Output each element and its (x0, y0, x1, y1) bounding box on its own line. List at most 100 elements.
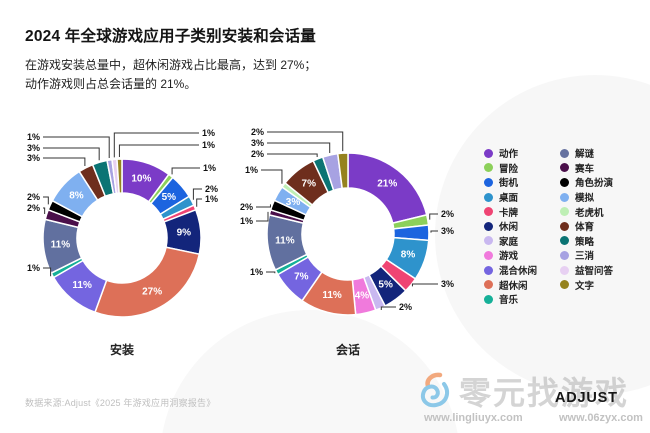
legend-swatch (560, 265, 569, 275)
legend-item: 益智问答 (560, 263, 613, 278)
callout-line (266, 271, 276, 274)
legend-item: 体育 (560, 219, 613, 234)
legend-label: 三消 (575, 251, 595, 263)
slice-value-label: 8% (401, 249, 416, 260)
legend-swatch (484, 294, 493, 304)
slice-installs-超休闲 (94, 246, 201, 318)
legend-label: 老虎机 (575, 207, 604, 219)
callout-line (267, 153, 318, 157)
slice-value-label: 21% (377, 179, 397, 190)
legend-item: 卡牌 (484, 204, 537, 219)
legend-column-1: 动作 冒险 街机 桌面 卡牌 休闲 家庭 游戏 混合休闲 超休闲 音乐 (484, 146, 537, 307)
legend-swatch (560, 163, 569, 173)
slice-value-label: 27% (142, 287, 162, 298)
callout-line (43, 196, 49, 205)
background-circle-decoration (435, 75, 650, 395)
donut-sessions (266, 152, 430, 316)
legend-swatch (560, 280, 569, 290)
legend-swatch (484, 207, 493, 217)
slice-value-label: 1% (250, 267, 263, 277)
donut-installs (42, 158, 202, 318)
callout-line (171, 167, 200, 175)
slice-value-label: 3% (441, 226, 454, 236)
legend-swatch (484, 148, 493, 158)
callout-line (380, 306, 396, 311)
slice-value-label: 2% (27, 192, 40, 202)
legend-swatch (484, 221, 493, 231)
slice-value-label: 1% (202, 128, 215, 138)
legend-swatch (560, 177, 569, 187)
legend-swatch (560, 236, 569, 246)
callout-line (256, 211, 269, 222)
slice-value-label: 8% (69, 190, 84, 201)
legend-label: 策略 (575, 236, 595, 248)
callout-line (43, 207, 46, 214)
legend-item: 冒险 (484, 161, 537, 176)
legend-item: 赛车 (560, 161, 613, 176)
slice-value-label: 1% (245, 165, 258, 175)
slice-sessions-文字 (336, 152, 349, 190)
brand-url-right: www.06zyx.com (559, 412, 643, 424)
legend-item: 模拟 (560, 190, 613, 205)
callout-line (261, 169, 283, 184)
legend-label: 解谜 (575, 149, 595, 161)
slice-value-label: 3% (27, 153, 40, 163)
slice-value-label: 5% (378, 280, 393, 291)
legend-swatch (484, 163, 493, 173)
slice-value-label: 9% (177, 228, 192, 239)
callout-line (113, 132, 199, 158)
legend-item: 街机 (484, 175, 537, 190)
legend-label: 模拟 (575, 193, 595, 205)
callout-line (118, 144, 199, 158)
legend-item: 角色扮演 (560, 175, 613, 190)
legend-label: 游戏 (499, 251, 519, 263)
slice-value-label: 2% (399, 302, 412, 312)
adjust-logo: ADJUST (555, 390, 618, 406)
legend-item: 桌面 (484, 190, 537, 205)
callout-line (43, 157, 86, 167)
slice-value-label: 3% (27, 143, 40, 153)
slice-value-label: 2% (240, 202, 253, 212)
slice-value-label: 2% (205, 184, 218, 194)
legend-swatch (484, 280, 493, 290)
legend-label: 冒险 (499, 163, 519, 175)
legend-label: 角色扮演 (575, 178, 614, 190)
legend-label: 动作 (499, 149, 519, 161)
legend-swatch (560, 250, 569, 260)
legend-item: 解谜 (560, 146, 613, 161)
legend-label: 超休闲 (499, 280, 528, 292)
legend-column-2: 解谜 赛车角色扮演模拟老虎机 体育策略三消益智问答 文字 (560, 146, 613, 292)
callout-line (429, 213, 438, 220)
callout-line (43, 147, 100, 161)
legend-item: 老虎机 (560, 204, 613, 219)
brand-url-left: www.lingliuyx.com (424, 412, 523, 424)
slice-value-label: 1% (240, 216, 253, 226)
legend-label: 音乐 (499, 295, 519, 307)
legend-label: 益智问答 (575, 266, 614, 278)
callout-line (430, 230, 438, 233)
callout-line (256, 204, 271, 208)
slice-value-label: 1% (205, 194, 218, 204)
legend-item: 家庭 (484, 234, 537, 249)
slice-value-label: 3% (441, 279, 454, 289)
slice-value-label: 10% (131, 174, 151, 185)
legend-label: 家庭 (499, 236, 519, 248)
subtitle: 在游戏安装总量中，超休闲游戏占比最高，达到 27%； 动作游戏则占总会话量的 2… (25, 56, 316, 93)
slice-value-label: 1% (202, 140, 215, 150)
callout-line (411, 283, 438, 287)
slice-value-label: 3% (286, 197, 301, 208)
legend-swatch (484, 192, 493, 202)
background-circle-decoration (162, 310, 458, 433)
slice-value-label: 11% (275, 236, 295, 247)
legend-label: 卡牌 (499, 207, 519, 219)
slice-value-label: 7% (294, 272, 309, 283)
legend-label: 混合休闲 (499, 266, 538, 278)
slice-value-label: 7% (302, 179, 317, 190)
slice-value-label: 11% (51, 239, 71, 250)
legend-swatch (560, 148, 569, 158)
chart-caption-sessions: 会话 (335, 343, 361, 357)
legend-item: 文字 (560, 277, 613, 292)
slice-value-label: 4% (355, 290, 370, 301)
legend-swatch (484, 236, 493, 246)
slice-value-label: 3% (251, 138, 264, 148)
